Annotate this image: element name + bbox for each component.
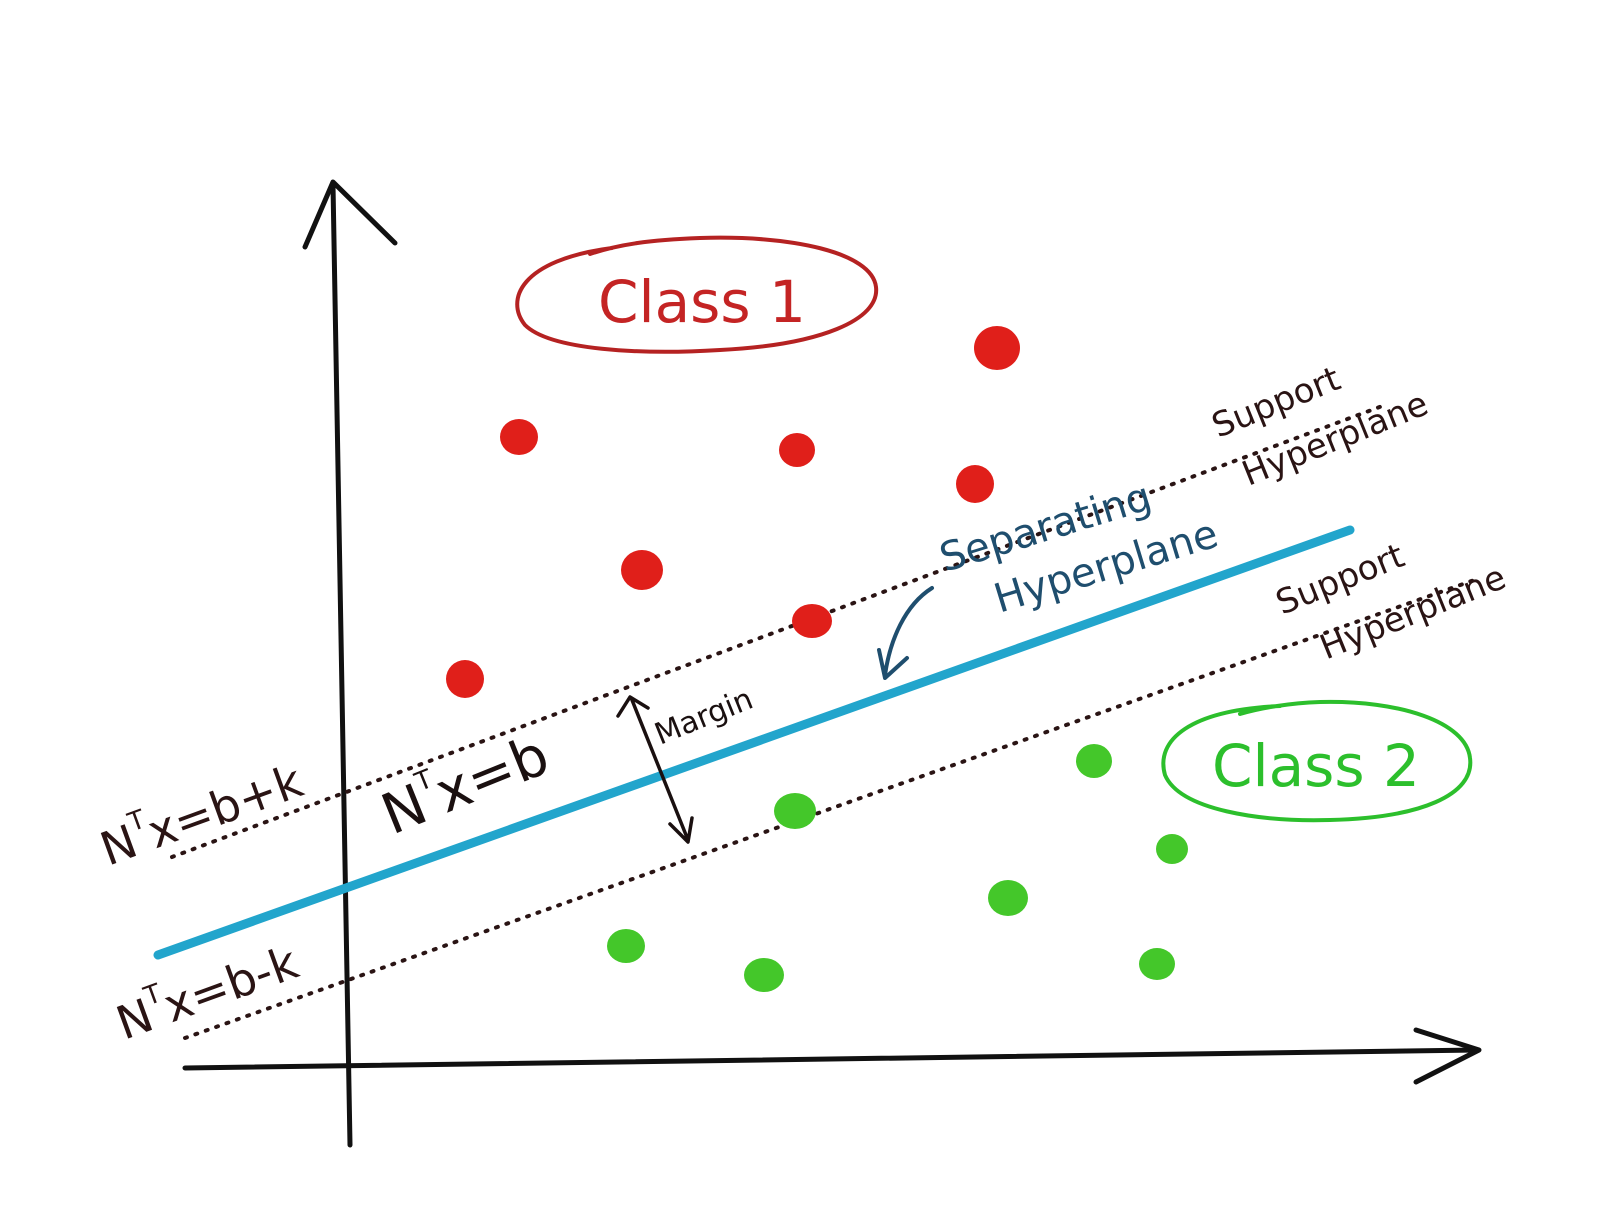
separating-equation: NTx=b (372, 721, 558, 848)
margin-label: Margin (650, 682, 758, 753)
class2-point (988, 880, 1028, 916)
class1-point (500, 419, 538, 455)
upper-support-hyperplane (170, 403, 1387, 859)
class2-point (744, 958, 784, 992)
class1-point (792, 604, 832, 638)
y-axis-arrowhead (302, 179, 398, 250)
class1-label: Class 1 (598, 268, 806, 336)
axes (182, 179, 1482, 1148)
class1-point (621, 550, 663, 590)
class1-outline (515, 235, 879, 354)
class2-point (607, 929, 645, 963)
class2-point (1156, 834, 1188, 864)
margin-arrow (616, 695, 694, 844)
x-axis (182, 1047, 1481, 1071)
upper-eq-rest: x=b+k (141, 753, 310, 859)
class2-point (1139, 948, 1175, 980)
class2-points (607, 744, 1188, 992)
separating-pointer-arrow (877, 586, 934, 680)
class2-label: Class 2 (1212, 732, 1420, 800)
class2-point (1076, 744, 1112, 778)
class1-badge: Class 1 (515, 235, 879, 354)
separating-hyperplane (153, 525, 1355, 960)
upper-support-equation: NTx=b+k (92, 750, 310, 877)
lower-support-equation: NTx=b-k (108, 931, 305, 1050)
class2-point (774, 793, 816, 829)
class1-point (446, 660, 484, 698)
lower-support-hyperplane (183, 576, 1482, 1040)
class1-points (446, 326, 1020, 698)
lower-support-label: Support Hyperplane (1270, 536, 1511, 668)
class1-point (779, 433, 815, 467)
y-axis (330, 182, 353, 1148)
class1-point (956, 465, 994, 503)
class2-outline (1161, 699, 1473, 823)
x-axis-arrowhead (1413, 1027, 1482, 1085)
class1-point (974, 326, 1020, 370)
upper-support-label: Support Hyperplane (1206, 359, 1433, 495)
class2-badge: Class 2 (1161, 699, 1473, 823)
